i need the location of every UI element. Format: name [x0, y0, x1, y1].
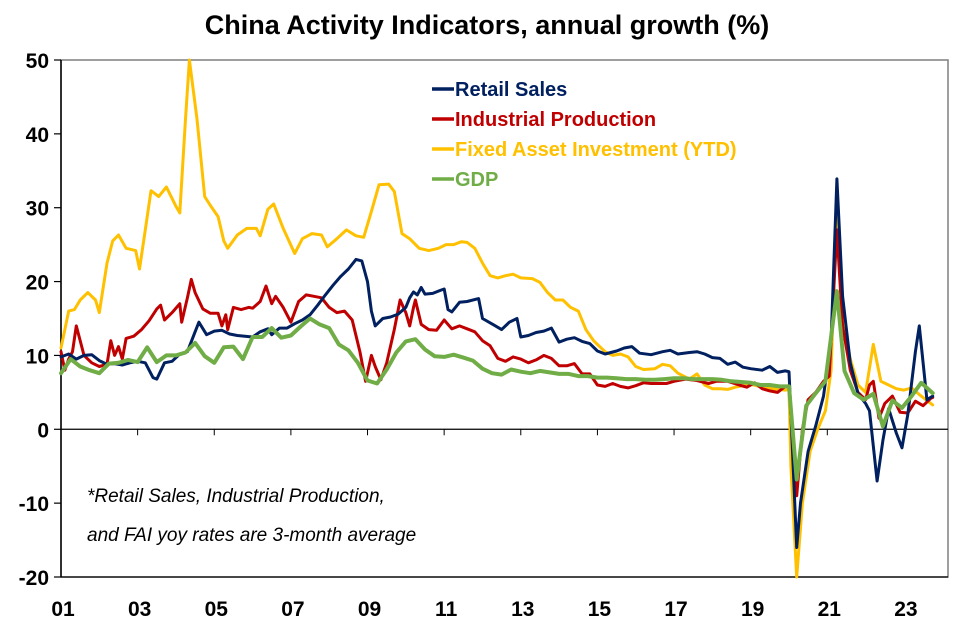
- series-gdp: [59, 289, 935, 482]
- x-tick-label: 03: [128, 598, 151, 621]
- y-tick-label: 40: [26, 124, 49, 147]
- legend-item: GDP: [432, 169, 498, 191]
- x-tick-label: 19: [741, 598, 764, 621]
- legend-label: Industrial Production: [455, 109, 656, 131]
- series-industrial-production: [59, 228, 935, 498]
- legend: Retail Sales Industrial Production Fixed A…: [432, 79, 737, 191]
- legend-label: Fixed Asset Investment (YTD): [455, 139, 737, 161]
- series-line: [59, 289, 935, 482]
- y-tick-label: 20: [26, 272, 49, 295]
- series-group: [59, 58, 935, 579]
- x-tick-label: 09: [358, 598, 381, 621]
- axes: -20 -10 0 10 20 30 40 50 01 03 05 07 09 11 13 15 17 19 21 2…: [19, 50, 949, 621]
- series-line: [59, 58, 935, 579]
- series-line: [59, 228, 935, 498]
- chart-title: China Activity Indicators, annual growth…: [205, 10, 770, 40]
- legend-item: Retail Sales: [432, 79, 567, 101]
- annotation: *Retail Sales, Industrial Production, an…: [87, 486, 416, 546]
- legend-label: GDP: [455, 169, 498, 191]
- y-tick-label: -10: [19, 493, 49, 516]
- x-tick-label: 23: [894, 598, 917, 621]
- y-tick-label: -20: [19, 567, 49, 590]
- legend-item: Industrial Production: [432, 109, 656, 131]
- series-retail-sales: [59, 177, 935, 549]
- annotation-line-2: and FAI yoy rates are 3-month average: [87, 525, 416, 546]
- series-fixed-asset-investment-ytd: [59, 58, 935, 579]
- x-tick-label: 13: [511, 598, 534, 621]
- series-line: [59, 177, 935, 549]
- x-tick-label: 15: [588, 598, 612, 621]
- x-tick-label: 11: [435, 598, 458, 621]
- legend-label: Retail Sales: [455, 79, 567, 101]
- y-tick-label: 0: [37, 419, 49, 442]
- x-tick-label: 17: [664, 598, 687, 621]
- x-tick-label: 21: [818, 598, 842, 621]
- annotation-line-1: *Retail Sales, Industrial Production,: [87, 486, 385, 507]
- x-tick-label: 07: [281, 598, 304, 621]
- x-tick-label: 01: [51, 598, 75, 621]
- y-tick-label: 10: [26, 345, 49, 368]
- x-tick-label: 05: [205, 598, 229, 621]
- y-tick-label: 30: [26, 198, 49, 221]
- y-tick-label: 50: [26, 50, 49, 73]
- legend-item: Fixed Asset Investment (YTD): [432, 139, 737, 161]
